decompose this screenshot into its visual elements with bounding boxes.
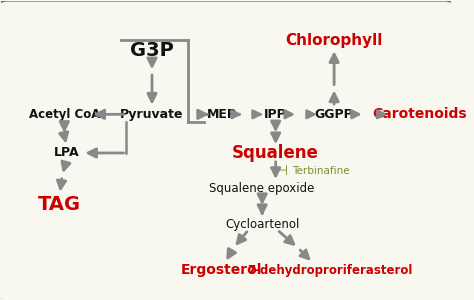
Text: Ergosterol: Ergosterol xyxy=(181,263,263,278)
FancyBboxPatch shape xyxy=(0,0,456,300)
Text: G3P: G3P xyxy=(130,41,174,60)
Text: Terbinafine: Terbinafine xyxy=(292,166,349,176)
Text: MEP: MEP xyxy=(207,108,237,121)
Text: IPP: IPP xyxy=(264,108,287,121)
Text: Squalene: Squalene xyxy=(232,144,319,162)
Text: ⊣: ⊣ xyxy=(276,164,289,178)
Text: TAG: TAG xyxy=(38,196,82,214)
Text: Pyruvate: Pyruvate xyxy=(120,108,184,121)
Text: 7-dehydroproriferasterol: 7-dehydroproriferasterol xyxy=(247,264,412,277)
Text: Chlorophyll: Chlorophyll xyxy=(285,32,383,47)
Text: Acetyl CoA: Acetyl CoA xyxy=(28,108,100,121)
Text: Squalene epoxide: Squalene epoxide xyxy=(210,182,315,195)
Text: Cycloartenol: Cycloartenol xyxy=(225,218,300,231)
Text: Carotenoids: Carotenoids xyxy=(372,107,467,121)
Text: GGPP: GGPP xyxy=(315,108,354,121)
Text: LPA: LPA xyxy=(54,146,80,160)
